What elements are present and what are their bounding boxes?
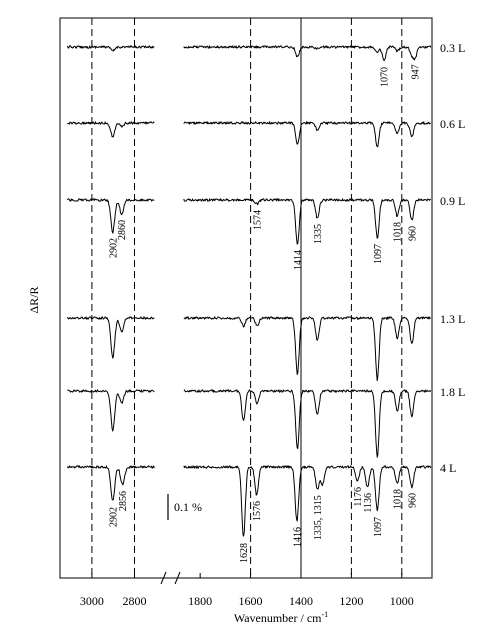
peak-label-960-4-l: 960	[407, 493, 418, 508]
peak-label-1628-4-l: 1628	[239, 543, 250, 563]
vertical-guides	[91, 18, 403, 578]
series-label-0-6-l: 0.6 L	[440, 117, 465, 131]
peak-label-1576-4-l: 1576	[252, 501, 263, 521]
series-label-0-9-l: 0.9 L	[440, 194, 465, 208]
peak-label-2856-4-l: 2856	[118, 491, 129, 511]
peak-label-1574-0-9-l: 1574	[253, 210, 264, 230]
spectrum-0-6-l-fingerprint-region	[183, 121, 431, 148]
y-axis-label: ΔR/R	[27, 286, 41, 313]
peak-label-2902-4-l: 2902	[108, 507, 119, 527]
peak-label-1018-4-l: 1018	[393, 489, 404, 509]
peak-label-1416-4-l: 1416	[292, 527, 303, 547]
peak-label-1097-4-l: 1097	[373, 517, 384, 537]
peak-label-947-0-3-l: 947	[411, 64, 422, 79]
series-label-1-8-l: 1.8 L	[440, 385, 465, 399]
spectrum-1-3-l-ch-region	[66, 316, 155, 359]
peak-label-1136-4-l: 1136	[363, 493, 374, 513]
series-labels-group: 0.3 L 0.6 L 0.9 L 1.3 L 1.8 L 4 L	[440, 41, 465, 475]
peak-label-1176-4-l: 1176	[353, 487, 364, 507]
scale-bar-label: 0.1 %	[174, 500, 202, 514]
plot-frame	[59, 17, 433, 579]
peak-label-2860-0-9-l: 2860	[117, 220, 128, 240]
scale-bar: 0.1 %	[167, 494, 202, 520]
x-tick-label-1400: 1400	[289, 594, 313, 608]
spectrum-0-6-l-ch-region	[67, 121, 155, 138]
axis-break-marks	[160, 571, 181, 585]
spectrum-0-3-l-fingerprint-region	[183, 45, 432, 62]
series-label-4-l: 4 L	[440, 461, 456, 475]
peak-label-1335-0-9-l: 1335	[313, 224, 324, 244]
x-tick-label-1800: 1800	[188, 594, 212, 608]
x-ticks-group: 3000 2800 1800 1600 1400 1200 1000	[80, 573, 414, 608]
peak-label-1097-0-9-l: 1097	[373, 244, 384, 264]
series-label-0-3-l: 0.3 L	[440, 41, 465, 55]
spectrum-0-9-l-ch-region	[67, 198, 155, 234]
x-tick-label-1200: 1200	[339, 594, 363, 608]
spectrum-1-3-l-fingerprint-region	[183, 316, 431, 382]
peak-label-1070-0-3-l: 1070	[380, 67, 391, 87]
spectrum-4-l-ch-region	[66, 465, 155, 501]
x-axis-label-main: Wavenumber / cm	[234, 611, 322, 625]
spectrum-4-l-fingerprint-region	[183, 465, 432, 537]
peak-label-1018-0-9-l: 1018	[393, 222, 404, 242]
x-axis-label-superscript: -1	[322, 610, 329, 619]
x-tick-label-1600: 1600	[239, 594, 263, 608]
peak-label-960-0-9-l: 960	[407, 226, 418, 241]
spectrum-1-8-l-ch-region	[67, 389, 155, 432]
spectrum-0-9-l-fingerprint-region	[183, 198, 432, 245]
spectra-group	[66, 45, 432, 537]
series-label-1-3-l: 1.3 L	[440, 312, 465, 326]
spectrum-0-3-l-ch-region	[66, 45, 155, 52]
peak-label-1414-0-9-l: 1414	[293, 250, 304, 270]
spectrum-1-8-l-fingerprint-region	[183, 389, 432, 458]
x-tick-label-1000: 1000	[390, 594, 414, 608]
x-tick-label-2800: 2800	[122, 594, 146, 608]
x-tick-label-3000: 3000	[80, 594, 104, 608]
peak-label-2902-0-9-l: 2902	[108, 238, 119, 258]
peak-label-1335-4-l: 1335, 1315	[313, 495, 324, 540]
x-axis-label: Wavenumber / cm-1	[234, 610, 328, 625]
